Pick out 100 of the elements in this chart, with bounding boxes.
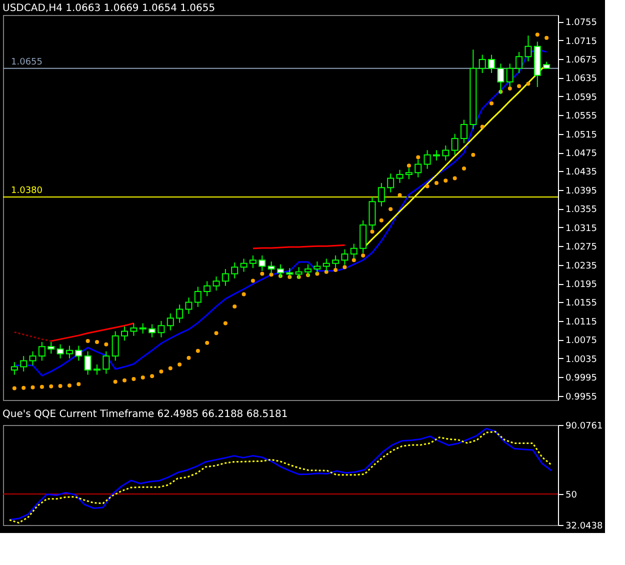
point [352, 258, 356, 262]
candlestick [29, 350, 36, 366]
y-tick-label: 1.0555 [566, 112, 597, 122]
point [186, 356, 191, 360]
candlestick [424, 150, 431, 170]
y-tick-label: 90.0761 [566, 422, 603, 432]
candlestick [204, 280, 211, 297]
point [30, 385, 35, 390]
point [104, 342, 108, 346]
candlestick [258, 254, 266, 272]
candlestick [240, 258, 248, 272]
ref-line-label: 1.0380 [11, 186, 43, 196]
candlestick [442, 145, 450, 161]
y-tick-label: 1.0675 [566, 55, 597, 66]
point [95, 340, 99, 344]
point [324, 270, 328, 274]
y-tick-label: 1.0275 [566, 242, 597, 253]
candlestick [166, 312, 174, 331]
candlestick [222, 268, 229, 286]
candlestick [516, 51, 523, 74]
point [452, 176, 457, 180]
point [406, 164, 411, 168]
point [242, 292, 246, 296]
point [58, 384, 62, 388]
candlestick [524, 35, 532, 62]
point [480, 124, 484, 129]
y-tick-label: 1.0155 [566, 298, 597, 309]
y-tick-label: 1.0595 [566, 92, 597, 103]
point [334, 268, 338, 272]
point [508, 86, 512, 90]
candlestick [414, 159, 422, 178]
candlestick [314, 261, 321, 274]
candlestick [378, 182, 385, 207]
candlestick [112, 330, 119, 362]
y-tick-label: 0.9995 [566, 374, 597, 384]
candlestick [20, 356, 28, 372]
point [232, 304, 237, 308]
point [462, 166, 466, 170]
candlestick [10, 362, 18, 376]
point [67, 384, 72, 388]
candlestick [488, 54, 496, 74]
point [223, 321, 228, 326]
point [196, 348, 200, 353]
point [444, 178, 448, 183]
point [122, 378, 127, 382]
y-tick-label: 1.0515 [566, 130, 597, 140]
y-tick-label: 1.0035 [566, 354, 597, 365]
y-tick-label: 1.0395 [566, 186, 597, 196]
candlestick [176, 304, 184, 324]
point [40, 384, 44, 389]
point [205, 340, 210, 345]
candlestick [249, 254, 256, 269]
y-tick-label: 1.0235 [566, 261, 597, 272]
point [526, 82, 530, 86]
candlestick [185, 297, 192, 314]
point [214, 331, 218, 336]
candlestick [387, 173, 394, 193]
y-tick-label: 1.0355 [566, 205, 597, 216]
point [535, 32, 540, 37]
point [250, 278, 255, 283]
point [132, 376, 136, 381]
point [434, 180, 438, 185]
candlestick [48, 341, 55, 354]
candlestick [102, 350, 110, 374]
point [168, 366, 172, 370]
point [425, 184, 430, 188]
point [388, 207, 393, 212]
point [361, 253, 366, 258]
ref-line-label: 1.0655 [11, 57, 42, 68]
point [159, 369, 164, 374]
candlestick [139, 322, 146, 334]
point [398, 193, 402, 198]
point [22, 386, 26, 390]
point [49, 384, 54, 388]
y-tick-label: 1.0115 [566, 317, 597, 328]
point [178, 362, 182, 366]
point [370, 230, 374, 234]
y-tick-label: 1.0075 [566, 336, 597, 346]
y-tick-label: 32.0438 [566, 522, 603, 532]
candlestick [460, 119, 468, 144]
candlestick [130, 322, 138, 336]
point [379, 218, 384, 222]
y-tick-label: 50 [566, 490, 578, 501]
candlestick [478, 54, 486, 74]
y-tick-label: 1.0635 [566, 74, 597, 84]
y-tick-label: 0.9955 [566, 392, 597, 402]
point [150, 374, 154, 378]
candlestick [231, 262, 238, 279]
y-tick-label: 1.0435 [566, 168, 597, 178]
candlestick [84, 350, 92, 376]
point [416, 155, 420, 160]
point [544, 36, 549, 40]
candlestick [56, 344, 64, 359]
y-tick-label: 1.0315 [566, 224, 597, 234]
point [140, 376, 145, 380]
candlestick [94, 364, 100, 376]
point [342, 265, 347, 270]
point [490, 101, 494, 106]
chart-title: USDCAD,H4 1.0663 1.0669 1.0654 1.0655 [2, 3, 216, 14]
y-tick-label: 1.0195 [566, 280, 597, 290]
